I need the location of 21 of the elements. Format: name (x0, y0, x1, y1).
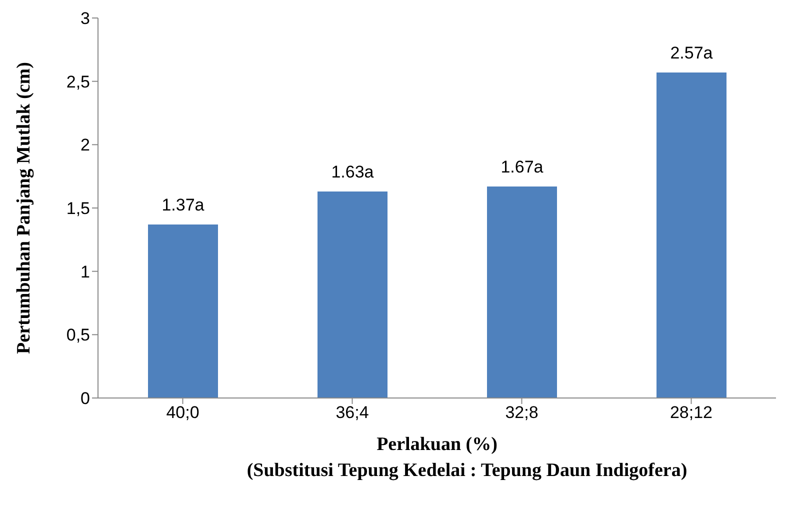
y-tick-label: 2,5 (66, 72, 90, 92)
x-tick-label: 28;12 (670, 403, 713, 422)
y-tick-label: 1,5 (66, 199, 90, 218)
x-tick-label: 36;4 (336, 403, 369, 422)
y-tick-label: 1 (80, 262, 90, 282)
y-tick-label: 2 (80, 136, 90, 155)
data-label: 1.67a (500, 157, 544, 176)
x-tick-label: 32;8 (505, 403, 538, 422)
y-axis-title: Pertumbuhan Panjang Mutlak (cm) (14, 62, 35, 354)
y-tick-label: 0,5 (66, 326, 90, 345)
y-tick-label: 3 (80, 9, 90, 28)
data-label: 1.63a (331, 162, 374, 182)
bar (148, 224, 218, 398)
bar (318, 192, 388, 398)
data-label: 1.37a (162, 195, 205, 214)
x-axis-title: Perlakuan (%) (Substitusi Tepung Kedelai : Tepung Daun Indigofera) (246, 434, 688, 481)
bar (656, 72, 726, 398)
y-tick-label: 0 (80, 389, 90, 408)
data-label: 2.57a (670, 43, 714, 62)
x-tick-label: 40;0 (166, 403, 200, 422)
bar (487, 186, 557, 398)
